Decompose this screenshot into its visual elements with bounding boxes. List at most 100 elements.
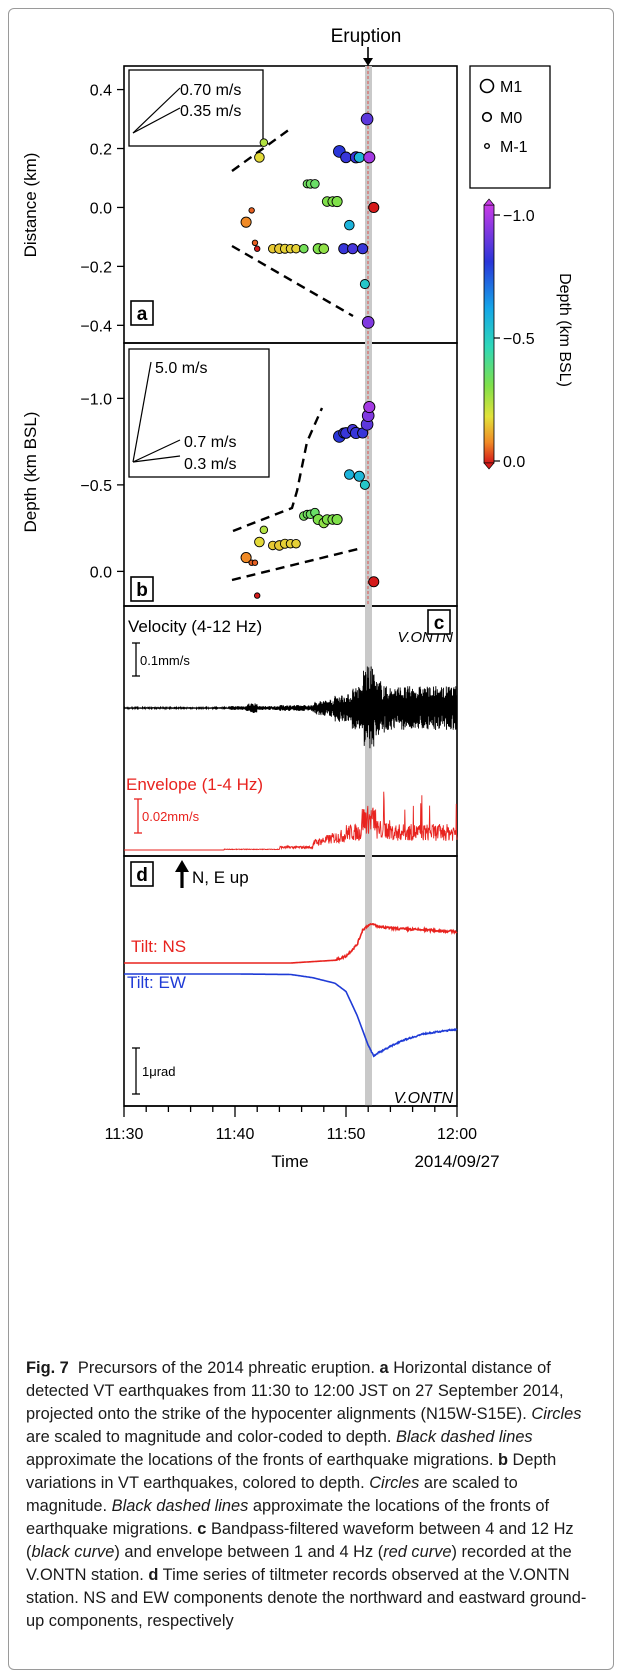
panel-b: Depth (km BSL) −1.0 −0.5 0.0 5.0 m/s 0.7 m… (21, 348, 380, 602)
legend-m-1-symbol (484, 142, 491, 149)
magnitude-legend: M1 M0 M-1 (469, 65, 551, 189)
panel-b-ylabel: Depth (km BSL) (21, 412, 40, 533)
date-label: 2014/09/27 (414, 1152, 499, 1171)
eruption-arrow-head (363, 58, 373, 66)
caption-a-text1: Horizontal distance of detected VT earth… (26, 1359, 564, 1423)
caption-a-dashed: Black dashed lines (395, 1428, 533, 1446)
panel-a-point (359, 279, 370, 290)
caption-c-red: red curve (383, 1543, 452, 1561)
direction-label: N, E up (192, 868, 249, 887)
panel-a-point (310, 179, 320, 189)
panel-a-point (347, 243, 359, 255)
panel-b-point (240, 552, 252, 564)
panel-b-point (359, 479, 370, 490)
panel-b-point (331, 513, 343, 526)
panel-a-point (259, 138, 269, 147)
panel-a-speed-box (128, 69, 264, 147)
time-axis-label: Time (271, 1152, 308, 1171)
legend-m0-symbol (481, 111, 493, 123)
caption-b-text1: Depth variations in VT earthquakes, colo… (26, 1451, 557, 1492)
caption-a-text2: are scaled to magnitude and color-coded … (26, 1428, 392, 1446)
up-arrow-icon-head (175, 860, 189, 872)
velocity-label: Velocity (4-12 Hz) (128, 617, 262, 636)
figure-card (8, 8, 614, 1670)
front-dashed-upper-b (232, 407, 324, 533)
panel-b-speed-box (128, 348, 270, 478)
time-axis: 11:30 11:40 11:50 12:00 (105, 1105, 477, 1143)
caption-c-black: black curve (31, 1543, 115, 1561)
caption-c-text2: ) and envelope between 1 and 4 Hz ( (114, 1543, 384, 1561)
velocity-waveform (123, 666, 458, 749)
panel-a-point (299, 243, 309, 254)
panel-b-point (254, 592, 261, 599)
figure-plot: Eruption Distance (km) 0.4 0.2 0.0 −0.2 −0.4… (21, 26, 573, 1171)
panel-b-ytick-label: 0.0 (90, 564, 112, 581)
panel-a-point (357, 243, 369, 255)
legend-m1-symbol (479, 78, 495, 94)
panel-a-point (291, 243, 301, 254)
caption-a-text3: approximate the locations of the fronts … (26, 1451, 494, 1469)
panel-b-yticks: −1.0 −0.5 0.0 (80, 391, 124, 581)
eruption-label: Eruption (331, 26, 402, 47)
panel-d: d N, E up Tilt: NS Tilt: EW 1μrad V.ONTN (124, 860, 458, 1107)
panel-b-ytick-label: −0.5 (80, 478, 112, 495)
panel-a-point (361, 316, 375, 329)
panel-b-point (344, 469, 355, 480)
legend-m0: M0 (500, 110, 522, 127)
panel-a-point (251, 239, 259, 246)
front-dashed-upper (231, 128, 291, 172)
time-tick-label: 11:50 (327, 1126, 366, 1143)
panel-c-tag: c (434, 613, 445, 634)
speed-label-070: 0.70 m/s (180, 82, 241, 99)
panel-c: Velocity (4-12 Hz) 0.1mm/s V.ONTN Envelo… (123, 609, 458, 851)
envelope-scale-label: 0.02mm/s (142, 809, 200, 824)
caption-b-label: b (497, 1451, 508, 1469)
tilt-ew-curve (124, 973, 458, 1058)
panel-a-ytick-label: 0.0 (90, 200, 112, 217)
caption-b-text3: approximate the locations of the fronts … (26, 1497, 550, 1538)
panel-b-point (251, 559, 259, 566)
panel-a-point (248, 207, 255, 214)
panel-b-point (353, 470, 365, 482)
tilt-scale-label: 1μrad (142, 1064, 176, 1079)
panel-a-point (363, 151, 376, 164)
figure-caption: Fig. 7 Precursors of the 2014 phreatic e… (26, 1357, 601, 1633)
panel-a-tag-box (130, 300, 154, 326)
tilt-ns-label: Tilt: NS (131, 937, 186, 956)
panel-a-ylabel: Distance (km) (21, 153, 40, 258)
panel-a-ytick-label: 0.4 (90, 83, 112, 100)
station-label-d: V.ONTN (394, 1090, 454, 1107)
speed-line-07 (132, 439, 181, 463)
panel-b-point (368, 576, 380, 588)
envelope-waveform (124, 791, 458, 851)
caption-c-label: c (197, 1520, 207, 1538)
panel-a-ytick-label: −0.2 (80, 259, 112, 276)
speed-line-03 (132, 455, 181, 463)
panel-a-points (240, 112, 380, 329)
panel-a-tag: a (137, 304, 148, 325)
speed-label-50: 5.0 m/s (155, 360, 207, 377)
panel-b-tag: b (136, 580, 148, 601)
velocity-scale-label: 0.1mm/s (140, 653, 190, 668)
caption-c-text1: Bandpass-filtered waveform between 4 and… (26, 1520, 574, 1561)
caption-b-circles: Circles (369, 1474, 420, 1492)
panel-a-yticks: 0.4 0.2 0.0 −0.2 −0.4 (80, 83, 124, 335)
caption-a-circles: Circles (531, 1405, 582, 1423)
panel-b-tag-box (130, 576, 154, 602)
panel-a: Distance (km) 0.4 0.2 0.0 −0.2 −0.4 0.70 m/s… (21, 69, 380, 335)
panel-a-point (240, 216, 252, 228)
panel-a-point (254, 245, 261, 252)
panels-frame (123, 65, 458, 1107)
panel-b-point (254, 536, 265, 548)
colorbar-tick-05: −0.5 (503, 331, 535, 348)
panel-d-tag: d (136, 865, 148, 886)
speed-label-03: 0.3 m/s (184, 456, 236, 473)
caption-a-label: a (379, 1359, 389, 1377)
time-tick-label: 11:30 (105, 1126, 144, 1143)
panel-b-point (259, 525, 269, 535)
speed-label-035: 0.35 m/s (180, 103, 241, 120)
panel-d-tag-box (130, 861, 154, 887)
speed-line-035 (132, 107, 181, 134)
front-dashed-lower-b (231, 547, 359, 582)
panel-a-ytick-label: 0.2 (90, 142, 112, 159)
